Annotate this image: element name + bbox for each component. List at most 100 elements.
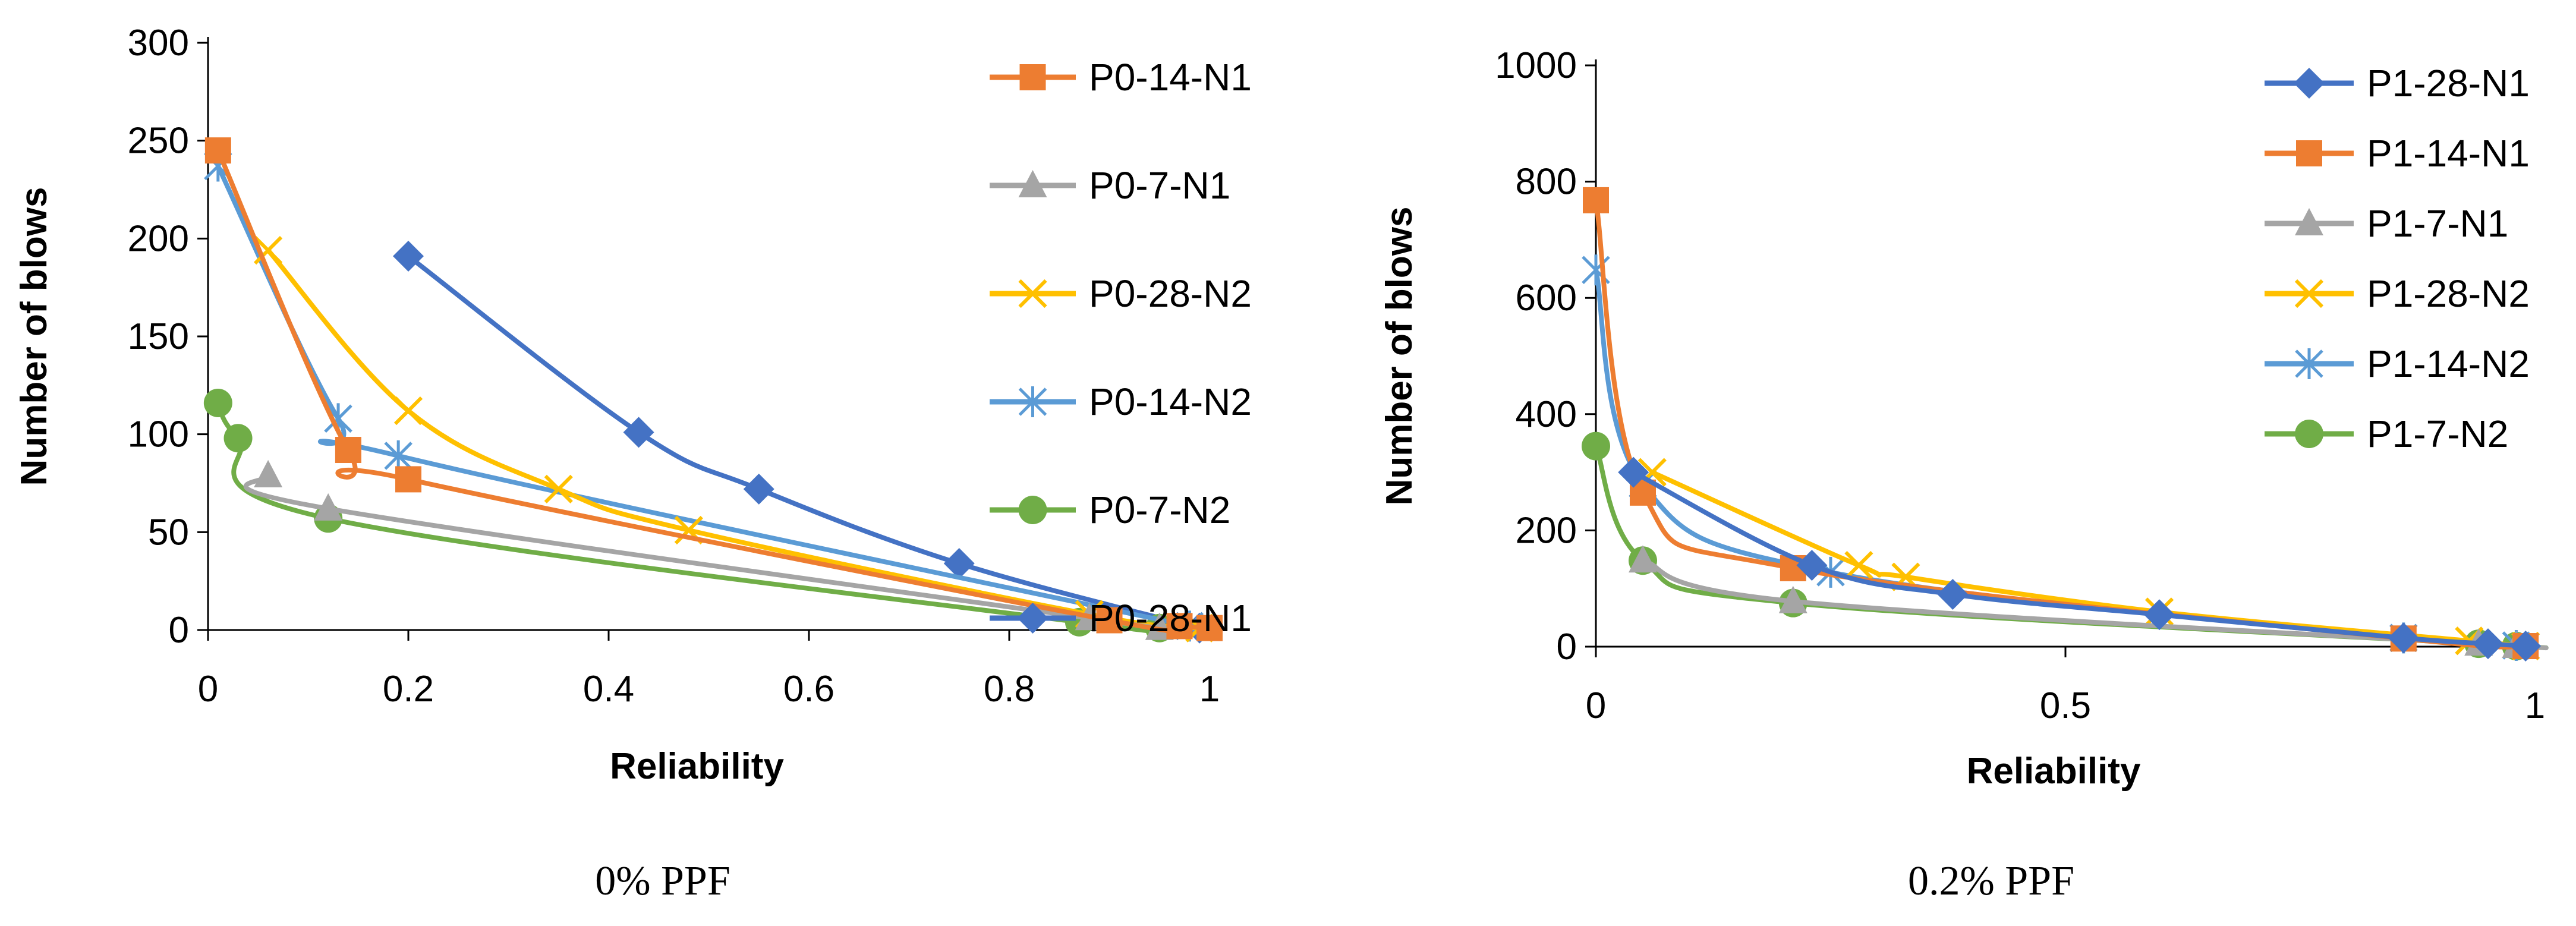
- y-tick-label: 800: [1516, 162, 1577, 203]
- series-P0-14-N2: [204, 150, 1204, 642]
- y-tick-label: 250: [128, 121, 189, 162]
- chart-caption: 0% PPF: [595, 858, 730, 904]
- data-point: [743, 473, 774, 505]
- x-axis-title: Reliability: [1967, 751, 2141, 792]
- legend-label: P0-7-N2: [1089, 489, 1230, 531]
- x-tick-label: 0.6: [783, 669, 834, 710]
- data-point: [203, 388, 232, 417]
- data-point: [2388, 622, 2419, 654]
- legend-entry: P0-14-N2: [990, 380, 1252, 423]
- y-tick-label: 400: [1516, 394, 1577, 435]
- y-tick-label: 50: [148, 512, 189, 553]
- x-tick-label: 0.2: [383, 669, 434, 710]
- legend-marker: [2295, 420, 2323, 448]
- series-line: [216, 165, 1191, 629]
- data-point: [1582, 431, 1610, 461]
- data-point: [1629, 545, 1657, 573]
- y-tick-label: 200: [1516, 510, 1577, 551]
- data-point: [223, 424, 253, 453]
- data-point: [1844, 550, 1873, 580]
- series-line: [216, 149, 1210, 636]
- data-point: [623, 417, 654, 448]
- data-point: [1778, 585, 1807, 613]
- series-line: [1632, 470, 2526, 649]
- data-point: [1796, 550, 1828, 581]
- y-tick-label: 600: [1516, 278, 1577, 319]
- series-line: [1594, 445, 2549, 650]
- y-tick-label: 0: [1557, 626, 1577, 667]
- series-line: [266, 248, 1200, 631]
- data-point: [253, 235, 283, 265]
- data-point: [2473, 628, 2503, 660]
- y-tick-label: 200: [128, 218, 189, 259]
- legend-entry: P1-14-N2: [2265, 342, 2530, 385]
- legend-entry: P0-28-N1: [990, 597, 1252, 640]
- data-point: [1096, 607, 1123, 634]
- chart-02ppf: 0 200 400 600 800 1000 0 0.5 1 Reliability Number …: [1379, 45, 2549, 904]
- chart-0ppf: 0 50 100 150 200 250 300 0 0.2 0.4 0.6 0.8 1 Reliabil…: [14, 23, 1252, 904]
- legend-marker: [1017, 603, 1048, 634]
- data-point: [943, 548, 975, 579]
- chart-caption: 0.2% PPF: [1908, 858, 2074, 904]
- x-tick-label: 0.8: [984, 669, 1035, 710]
- legend-entry: P1-28-N2: [2265, 272, 2530, 315]
- data-point: [395, 466, 421, 493]
- series-P1-28-N1: [1618, 456, 2542, 662]
- data-point: [2144, 599, 2175, 631]
- legend-marker: [2296, 140, 2322, 166]
- data-point: [254, 459, 283, 487]
- legend-label: P1-7-N1: [2367, 202, 2508, 245]
- legend-entry: P0-7-N1: [990, 164, 1230, 207]
- x-tick-label: 0: [198, 669, 218, 710]
- x-tick-label: 0.4: [583, 669, 634, 710]
- legend-label: P0-28-N1: [1089, 597, 1252, 640]
- x-tick-label: 1: [2525, 685, 2545, 726]
- data-point: [204, 137, 231, 164]
- legend-entry: P0-28-N2: [990, 272, 1252, 315]
- legend-marker: [2294, 279, 2324, 308]
- legend-entry: P0-7-N2: [990, 489, 1230, 531]
- series-line: [1594, 269, 2517, 649]
- legend-entry: P1-7-N2: [2265, 412, 2508, 455]
- x-tick-label: 0: [1586, 685, 1606, 726]
- series-line: [407, 254, 1201, 631]
- y-axis-title: Number of blows: [1379, 207, 1420, 506]
- y-tick-label: 0: [169, 610, 189, 651]
- legend-label: P1-28-N2: [2367, 272, 2530, 315]
- y-tick-label: 150: [128, 316, 189, 357]
- legend-entry: P1-7-N1: [2265, 202, 2508, 245]
- legend-label: P1-7-N2: [2367, 412, 2508, 455]
- legend-label: P1-14-N2: [2367, 342, 2530, 385]
- legend-marker: [1019, 64, 1046, 90]
- data-point: [1583, 187, 1609, 213]
- legend-marker: [1018, 386, 1047, 417]
- legend-marker: [1018, 279, 1047, 308]
- series-P0-14-N1: [204, 137, 1223, 641]
- data-point: [384, 440, 412, 471]
- legend-label: P0-28-N2: [1089, 272, 1252, 315]
- y-tick-label: 300: [128, 23, 189, 64]
- legend-marker: [1018, 496, 1047, 524]
- data-point: [393, 396, 423, 426]
- data-point: [1196, 615, 1223, 641]
- legend-entry: P1-14-N1: [2265, 132, 2530, 175]
- data-point: [1618, 456, 1649, 488]
- legend-marker: [1018, 170, 1047, 197]
- x-axis-title: Reliability: [610, 746, 784, 787]
- legend-marker: [2295, 208, 2323, 235]
- legend-marker: [2295, 348, 2323, 379]
- legend-label: P0-14-N1: [1089, 56, 1252, 99]
- data-point: [544, 474, 573, 504]
- legend-label: P1-28-N1: [2367, 62, 2530, 105]
- data-point: [2510, 631, 2542, 662]
- y-tick-label: 100: [128, 414, 189, 455]
- legend-label: P0-7-N1: [1089, 164, 1230, 207]
- legend-label: P0-14-N2: [1089, 380, 1252, 423]
- data-point: [1937, 578, 1969, 610]
- y-axis-title: Number of blows: [14, 187, 55, 486]
- x-tick-label: 1: [1199, 669, 1220, 710]
- data-point: [1166, 613, 1193, 640]
- data-point: [335, 437, 361, 464]
- x-tick-label: 0.5: [2040, 685, 2091, 726]
